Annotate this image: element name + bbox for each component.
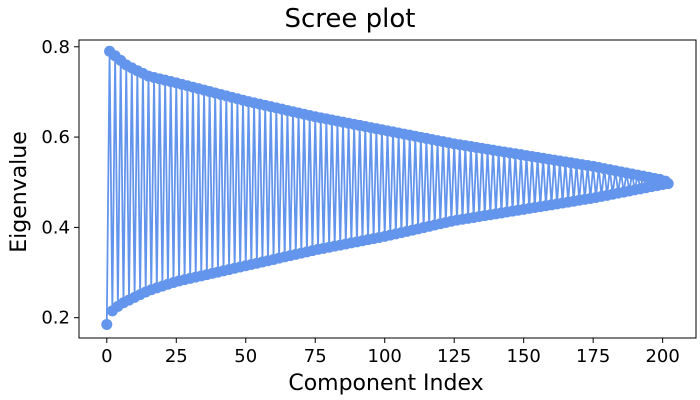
x-tick-label: 150 [507, 346, 541, 367]
y-tick-label: 0.6 [41, 127, 70, 148]
y-tick-label: 0.2 [41, 308, 70, 329]
plot-area: 0 25 50 75 100 125 150 175 200 0.2 0.4 0.6 0.8 [41, 37, 697, 367]
y-axis-label: Eigenvalue [7, 131, 32, 253]
data-point [662, 178, 674, 190]
x-tick-label: 100 [368, 346, 402, 367]
y-tick-label: 0.8 [41, 37, 70, 58]
x-tick-label: 125 [437, 346, 471, 367]
y-tick-label: 0.4 [41, 217, 70, 238]
axes-frame [78, 39, 697, 339]
x-tick-label: 0 [101, 346, 112, 367]
x-tick-label: 175 [576, 346, 610, 367]
x-axis-label: Component Index [288, 371, 483, 396]
x-tick-label: 25 [165, 346, 188, 367]
data-point [101, 318, 113, 330]
x-tick-label: 50 [234, 346, 257, 367]
chart-title: Scree plot [284, 4, 415, 34]
x-tick-label: 75 [304, 346, 327, 367]
x-tick-label: 200 [645, 346, 679, 367]
